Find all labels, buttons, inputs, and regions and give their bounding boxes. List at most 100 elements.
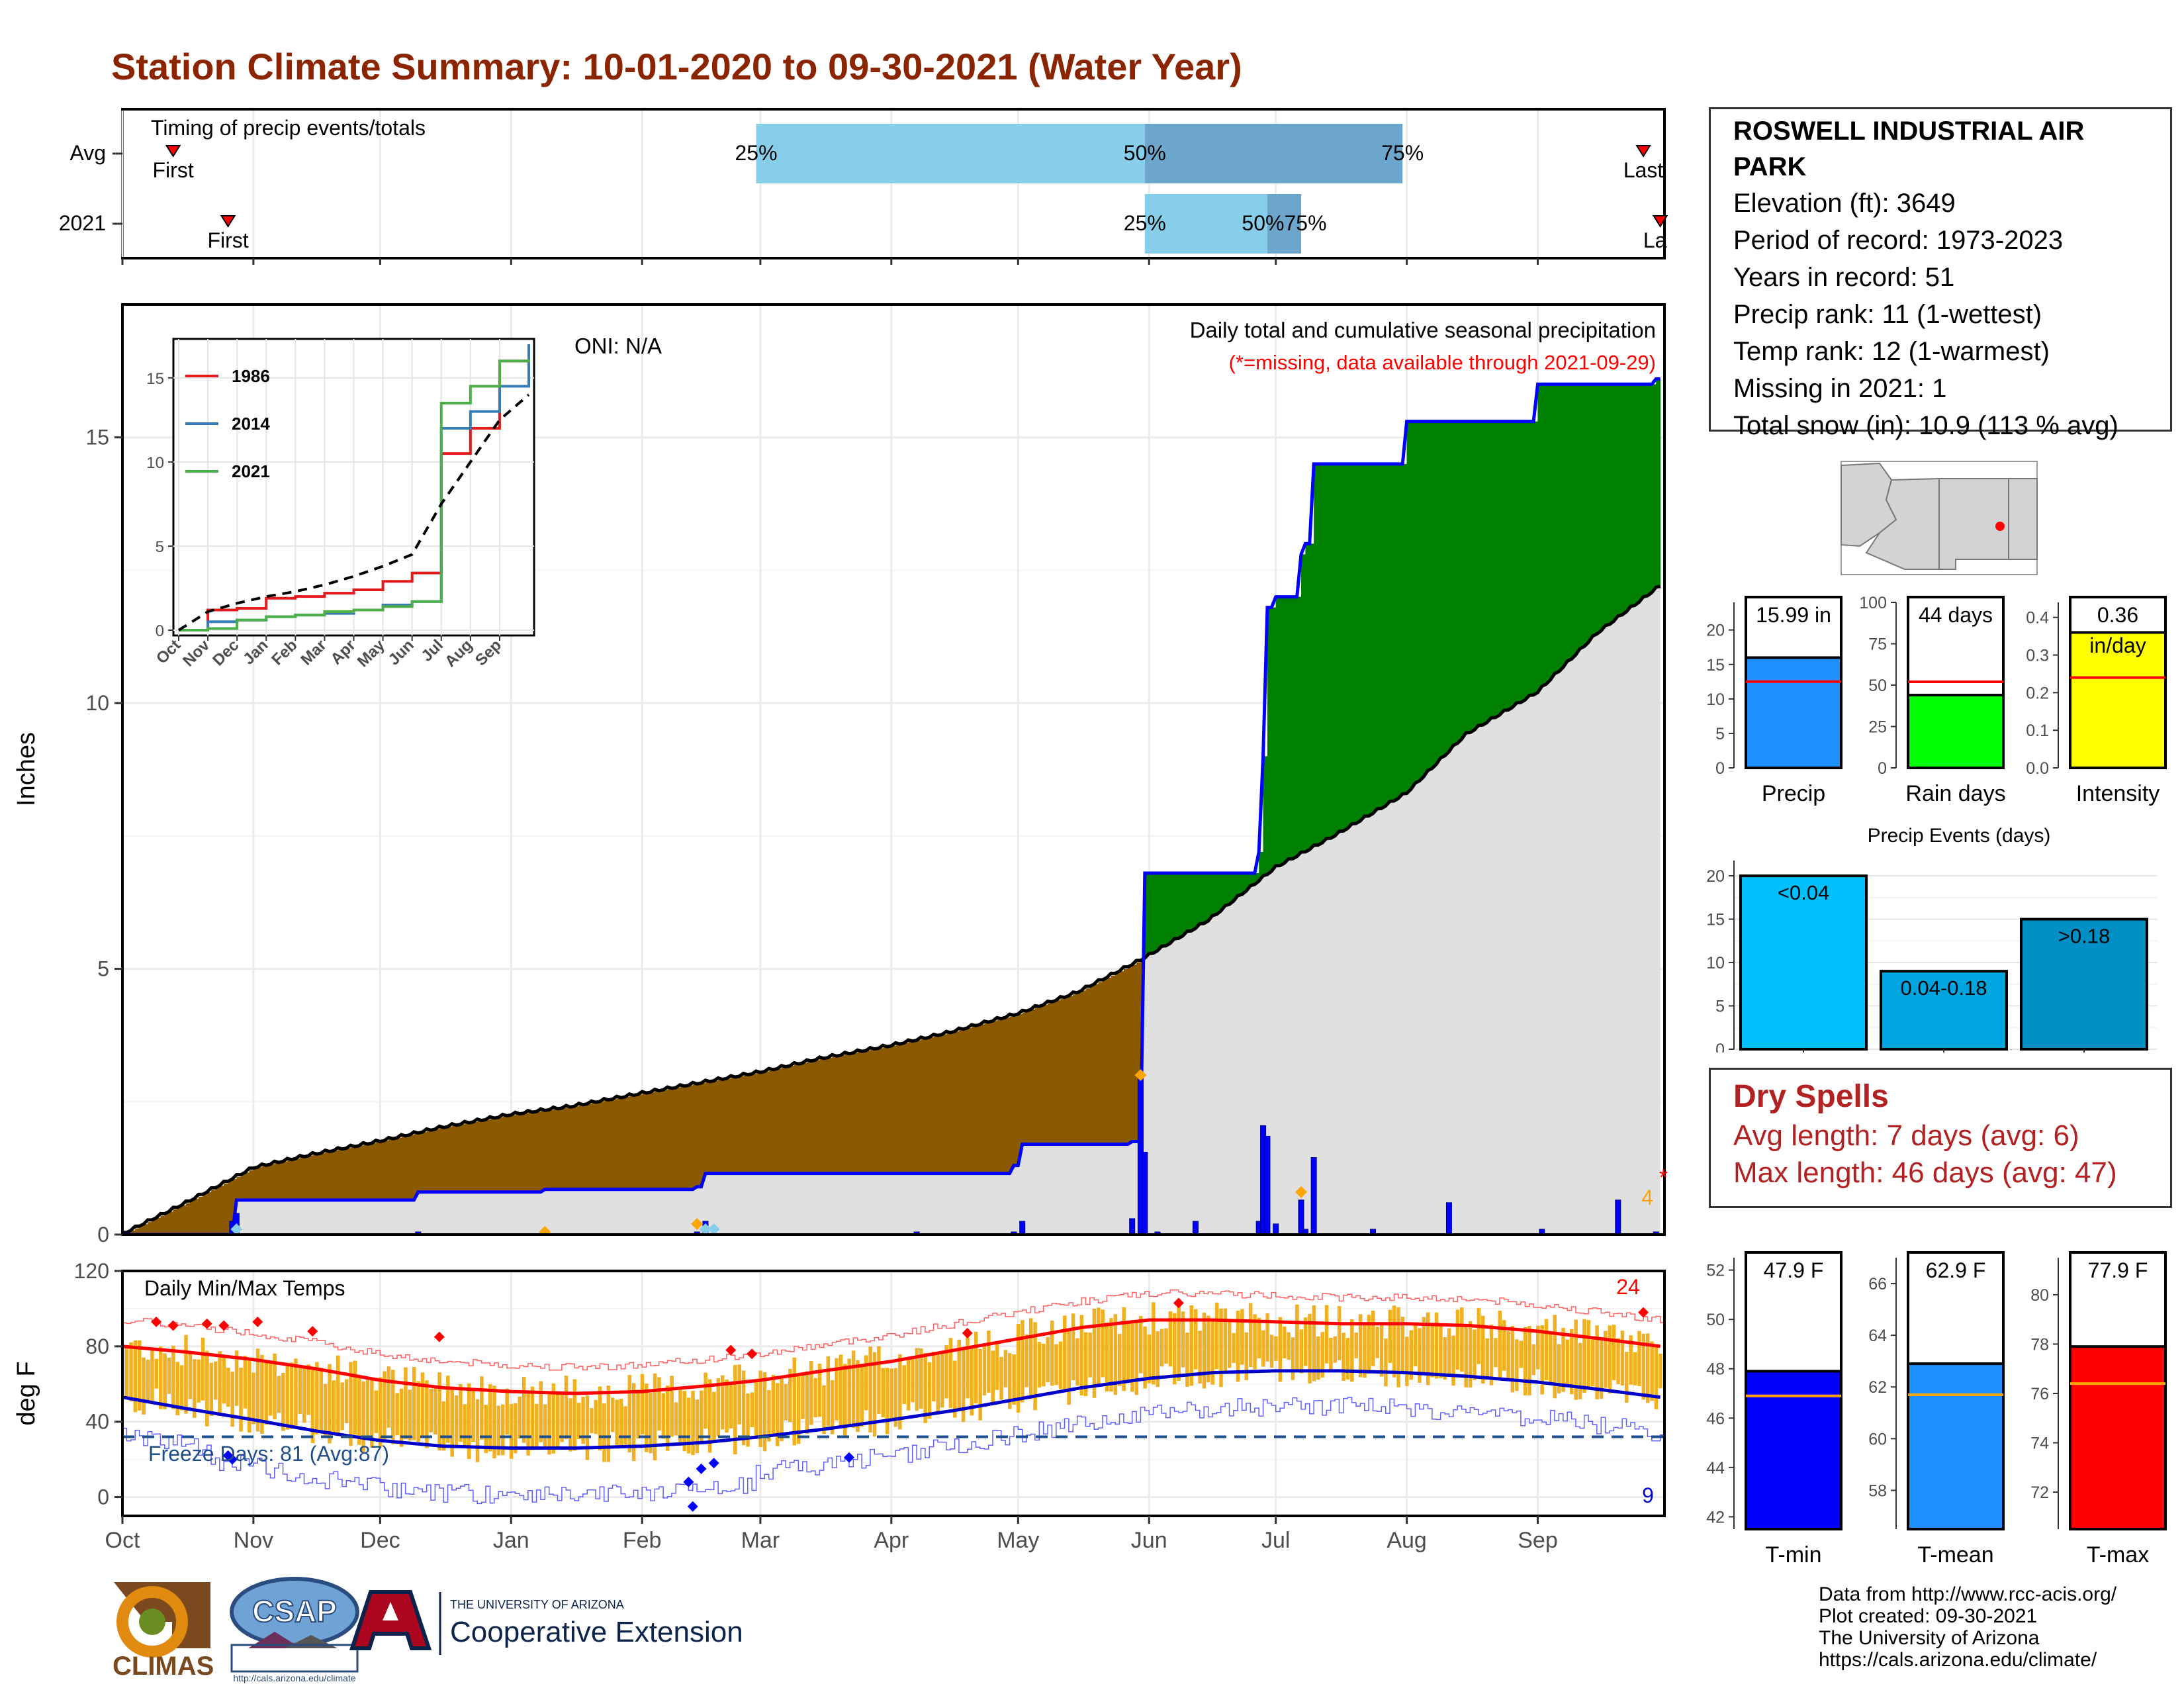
inset-xtick-sep: Sep xyxy=(472,636,505,669)
summary-tmin-ytick: 46 xyxy=(1706,1409,1725,1428)
temp-ytick-0: 0 xyxy=(97,1485,109,1509)
station-temp-rank: Temp rank: 12 (1-warmest) xyxy=(1733,337,2050,366)
station-missing: Missing in 2021: 1 xyxy=(1733,374,1947,403)
temp-xtick-sep: Sep xyxy=(1518,1528,1558,1553)
temp-xtick-jan: Jan xyxy=(493,1528,529,1553)
temp-xtick-feb: Feb xyxy=(623,1528,662,1553)
events-ytick-15: 15 xyxy=(1706,911,1725,929)
timing-p50-p75-label-2021: 50%75% xyxy=(1242,211,1326,235)
record-high-marker xyxy=(1173,1297,1184,1309)
summary-tmean-ytick: 58 xyxy=(1868,1481,1887,1500)
ua-logo: THE UNIVERSITY OF ARIZONA Cooperative Ex… xyxy=(349,1590,743,1655)
timing-p25-label-2021: 25% xyxy=(1124,211,1166,235)
temp-ytick-80: 80 xyxy=(85,1335,109,1358)
summary-raindays-bar xyxy=(1907,694,2005,769)
record-high-marker xyxy=(151,1316,162,1327)
temp-xtick-apr: Apr xyxy=(874,1528,909,1553)
summary-intensity-bar xyxy=(2069,631,2167,769)
oni-label: ONI: N/A xyxy=(574,334,662,358)
logos: CLIMAS CSAP http://cals.arizona.edu/clim… xyxy=(113,1577,743,1683)
credit-url: https://cals.arizona.edu/climate/ xyxy=(1819,1649,2097,1671)
climas-text: CLIMAS xyxy=(113,1652,214,1681)
timing-last-label-avg: Last xyxy=(1623,158,1664,182)
events-bar-moderate xyxy=(1880,970,2008,1051)
station-precip-rank: Precip rank: 11 (1-wettest) xyxy=(1733,300,2042,329)
summary-tmax-ytick: 78 xyxy=(2030,1335,2049,1354)
summary-tmin-ytick: 48 xyxy=(1706,1360,1725,1379)
summary-precip-ytick: 0 xyxy=(1715,759,1725,778)
timing-q1-avg xyxy=(756,124,1145,183)
record-low-marker xyxy=(696,1463,707,1474)
record-low-marker xyxy=(226,1454,238,1465)
timing-last-marker-avg xyxy=(1635,145,1651,158)
summary-intensity-label: Intensity xyxy=(2076,781,2160,806)
summary-tmean-ytick: 66 xyxy=(1868,1275,1887,1293)
daily-precip-bar xyxy=(913,1231,920,1235)
summary-intensity-ytick: 0.3 xyxy=(2026,647,2049,665)
inset-xtick-jun: Jun xyxy=(385,636,418,669)
credit-data: Data from http://www.rcc-acis.org/ xyxy=(1819,1583,2117,1605)
temp-ytick-120: 120 xyxy=(74,1259,109,1283)
summary-tmin-ytick: 52 xyxy=(1706,1262,1725,1280)
events-bar-label-moderate: 0.04-0.18 xyxy=(1901,976,1987,1000)
inset-line-2021 xyxy=(179,359,530,632)
dry-spells-max: Max length: 46 days (avg: 47) xyxy=(1733,1156,2117,1189)
station-location-dot xyxy=(1995,522,2005,531)
daily-precip-bar xyxy=(415,1231,422,1235)
timing-q2-avg xyxy=(1144,124,1403,183)
page-title: Station Climate Summary: 10-01-2020 to 0… xyxy=(111,46,1242,87)
temp-ylabel: deg F xyxy=(13,1361,40,1425)
record-low-marker xyxy=(843,1452,854,1463)
record-low-marker xyxy=(683,1476,694,1487)
inset-xtick-dec: Dec xyxy=(209,636,242,669)
precip-ytick-15: 15 xyxy=(85,426,109,449)
station-period: Period of record: 1973-2023 xyxy=(1733,226,2064,255)
events-bar-heavy xyxy=(2020,917,2148,1051)
summary-tmin-bar xyxy=(1745,1370,1843,1530)
timing-last-label-2021: La xyxy=(1643,228,1667,252)
summary-intensity-ytick: 0.1 xyxy=(2026,722,2049,740)
precip-subtitle: (*=missing, data available through 2021-… xyxy=(1229,351,1656,374)
credits: Data from http://www.rcc-acis.org/ Plot … xyxy=(1819,1583,2116,1671)
summary-tmin-ytick: 42 xyxy=(1706,1508,1725,1526)
snow-marker xyxy=(539,1225,551,1235)
precip-ylabel: Inches xyxy=(13,732,40,806)
daily-precip-bar xyxy=(1310,1157,1317,1235)
daily-precip-bar xyxy=(1142,1152,1148,1235)
ua-extension: Cooperative Extension xyxy=(450,1616,743,1648)
events-bar-label-light: <0.04 xyxy=(1778,881,1829,904)
timing-row-2021: 2021 xyxy=(59,211,106,235)
inset-xtick-may: May xyxy=(354,636,389,671)
inset-ytick-10: 10 xyxy=(146,454,164,472)
summary-tmax-ytick: 72 xyxy=(2030,1483,2049,1502)
temp-ytick-40: 40 xyxy=(85,1410,109,1434)
summary-tmax-value: 77.9 F xyxy=(2088,1258,2148,1282)
csap-text: CSAP xyxy=(252,1594,337,1628)
summary-tmean-ytick: 64 xyxy=(1868,1327,1887,1345)
snow-marker xyxy=(230,1223,243,1235)
ua-university: THE UNIVERSITY OF ARIZONA xyxy=(450,1598,624,1611)
inset-xtick-nov: Nov xyxy=(179,636,214,671)
daily-precip-bar xyxy=(1302,1229,1308,1235)
timing-p75-label-avg: 75% xyxy=(1381,141,1424,165)
inset-xtick-jul: Jul xyxy=(418,636,447,665)
climas-logo: CLIMAS xyxy=(113,1582,214,1681)
record-high-marker xyxy=(252,1316,263,1327)
record-low-marker xyxy=(687,1501,698,1512)
summary-tmax-ytick: 74 xyxy=(2030,1434,2049,1453)
summary-tmean-ytick: 60 xyxy=(1868,1430,1887,1448)
snow-marker xyxy=(707,1223,720,1235)
summary-tmax-bar xyxy=(2069,1345,2167,1530)
timing-row-avg: Avg xyxy=(69,141,106,165)
missing-count: 4 xyxy=(1641,1186,1653,1209)
locator-map xyxy=(1841,461,2038,575)
summary-precip-charts: 0 5 10 15 20 15.99 in Precip 0 25 50 75 100 44 days R… xyxy=(1706,594,2167,806)
timing-first-marker-2021 xyxy=(220,215,236,228)
inset-legend-1986: 1986 xyxy=(232,366,270,386)
precip-title: Daily total and cumulative seasonal prec… xyxy=(1190,318,1656,342)
summary-tmean-value: 62.9 F xyxy=(1926,1258,1986,1282)
inset-ytick-15: 15 xyxy=(146,370,164,388)
summary-tmin-ytick: 50 xyxy=(1706,1311,1725,1329)
temp-chart: 0 40 80 120 Oct Nov Dec Jan Feb Mar Apr May Jun Jul A… xyxy=(13,1259,1666,1553)
